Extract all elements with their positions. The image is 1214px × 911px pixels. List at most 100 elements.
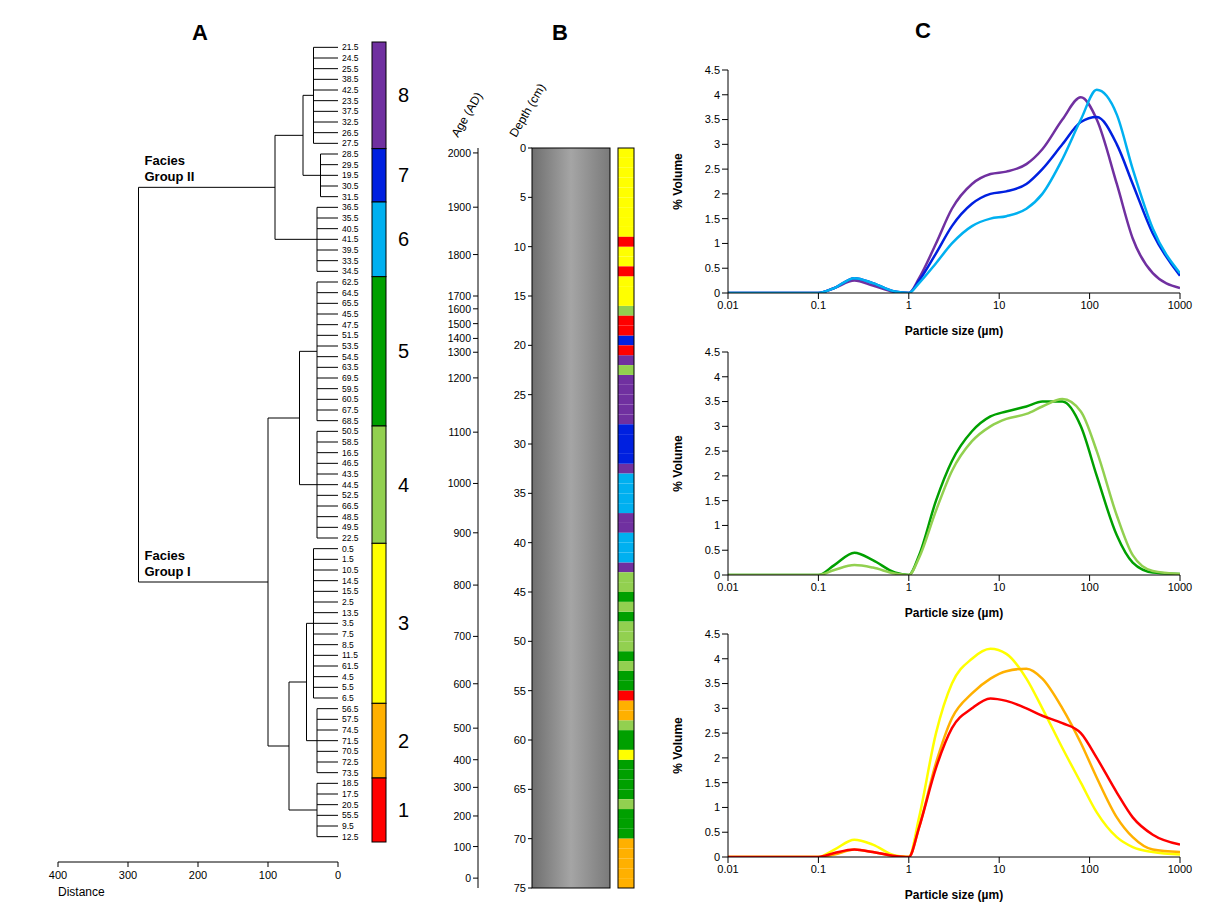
svg-text:1000: 1000 (1168, 299, 1192, 311)
svg-text:55.5: 55.5 (342, 810, 359, 820)
svg-text:50: 50 (514, 635, 526, 647)
svg-text:0.1: 0.1 (811, 863, 826, 875)
svg-text:10.5: 10.5 (342, 565, 359, 575)
svg-text:10: 10 (993, 863, 1005, 875)
svg-text:15.5: 15.5 (342, 586, 359, 596)
svg-text:3: 3 (398, 612, 409, 634)
svg-text:100: 100 (259, 869, 277, 881)
svg-text:35.5: 35.5 (342, 213, 359, 223)
svg-text:54.5: 54.5 (342, 352, 359, 362)
svg-text:0.5: 0.5 (705, 544, 720, 556)
svg-text:Facies: Facies (145, 153, 185, 168)
svg-text:4: 4 (714, 653, 720, 665)
svg-text:63.5: 63.5 (342, 362, 359, 372)
svg-text:2.5: 2.5 (705, 163, 720, 175)
svg-text:2: 2 (714, 188, 720, 200)
svg-text:3.5: 3.5 (705, 677, 720, 689)
svg-text:1: 1 (398, 799, 409, 821)
svg-text:2: 2 (398, 730, 409, 752)
svg-text:0: 0 (335, 869, 341, 881)
svg-text:55: 55 (514, 685, 526, 697)
svg-text:15: 15 (514, 290, 526, 302)
svg-text:26.5: 26.5 (342, 128, 359, 138)
svg-text:52.5: 52.5 (342, 490, 359, 500)
svg-text:100: 100 (453, 841, 471, 853)
svg-text:10: 10 (514, 241, 526, 253)
svg-text:27.5: 27.5 (342, 138, 359, 148)
svg-text:3.5: 3.5 (342, 618, 354, 628)
svg-text:42.5: 42.5 (342, 85, 359, 95)
svg-text:22.5: 22.5 (342, 533, 359, 543)
svg-text:1000: 1000 (1168, 863, 1192, 875)
svg-text:300: 300 (119, 869, 137, 881)
svg-text:100: 100 (1080, 299, 1098, 311)
svg-text:Particle size (µm): Particle size (µm) (905, 324, 1003, 338)
svg-text:21.5: 21.5 (342, 42, 359, 52)
svg-text:1600: 1600 (448, 303, 472, 315)
svg-text:36.5: 36.5 (342, 202, 359, 212)
svg-text:1000: 1000 (1168, 581, 1192, 593)
svg-text:3.5: 3.5 (705, 395, 720, 407)
svg-text:4.5: 4.5 (705, 346, 720, 358)
svg-text:% Volume: % Volume (671, 153, 685, 210)
svg-text:800: 800 (453, 579, 471, 591)
svg-text:20.5: 20.5 (342, 800, 359, 810)
svg-text:4: 4 (714, 371, 720, 383)
svg-text:1300: 1300 (448, 346, 472, 358)
svg-text:2.5: 2.5 (705, 445, 720, 457)
svg-text:1.5: 1.5 (705, 213, 720, 225)
svg-text:25.5: 25.5 (342, 64, 359, 74)
svg-text:7: 7 (398, 164, 409, 186)
svg-text:11.5: 11.5 (342, 650, 358, 660)
svg-text:1800: 1800 (448, 249, 472, 261)
svg-text:0.5: 0.5 (705, 262, 720, 274)
svg-text:200: 200 (453, 810, 471, 822)
svg-text:60.5: 60.5 (342, 394, 359, 404)
svg-text:57.5: 57.5 (342, 714, 359, 724)
svg-text:3.5: 3.5 (705, 113, 720, 125)
svg-text:1: 1 (906, 863, 912, 875)
svg-text:61.5: 61.5 (342, 661, 359, 671)
svg-text:1100: 1100 (448, 426, 471, 438)
svg-text:4: 4 (398, 474, 409, 496)
svg-text:31.5: 31.5 (342, 192, 359, 202)
svg-text:20: 20 (514, 339, 526, 351)
svg-text:32.5: 32.5 (342, 117, 359, 127)
svg-text:13.5: 13.5 (342, 608, 359, 618)
svg-text:43.5: 43.5 (342, 469, 359, 479)
svg-text:75: 75 (514, 882, 526, 894)
svg-text:40.5: 40.5 (342, 224, 359, 234)
svg-text:8.5: 8.5 (342, 640, 354, 650)
svg-text:37.5: 37.5 (342, 106, 359, 116)
svg-text:5: 5 (520, 191, 526, 203)
svg-text:0.01: 0.01 (717, 863, 738, 875)
svg-text:45.5: 45.5 (342, 309, 359, 319)
svg-text:1.5: 1.5 (705, 777, 720, 789)
svg-text:2.5: 2.5 (705, 727, 720, 739)
svg-text:Particle size (µm): Particle size (µm) (905, 888, 1003, 902)
svg-text:67.5: 67.5 (342, 405, 359, 415)
svg-text:25: 25 (514, 389, 526, 401)
svg-text:47.5: 47.5 (342, 320, 359, 330)
svg-text:53.5: 53.5 (342, 341, 359, 351)
svg-text:2000: 2000 (448, 147, 472, 159)
svg-text:8: 8 (398, 84, 409, 106)
svg-text:2.5: 2.5 (342, 597, 354, 607)
svg-text:59.5: 59.5 (342, 384, 359, 394)
svg-text:23.5: 23.5 (342, 96, 359, 106)
svg-text:34.5: 34.5 (342, 266, 359, 276)
svg-text:56.5: 56.5 (342, 704, 359, 714)
svg-text:4.5: 4.5 (705, 628, 720, 640)
svg-text:1.5: 1.5 (342, 554, 354, 564)
svg-text:700: 700 (453, 630, 471, 642)
svg-text:0.1: 0.1 (811, 581, 826, 593)
svg-text:9.5: 9.5 (342, 821, 354, 831)
svg-text:1.5: 1.5 (705, 495, 720, 507)
svg-text:74.5: 74.5 (342, 725, 359, 735)
svg-text:14.5: 14.5 (342, 576, 359, 586)
svg-text:900: 900 (453, 527, 471, 539)
svg-text:40: 40 (514, 537, 526, 549)
svg-text:Particle size (µm): Particle size (µm) (905, 606, 1003, 620)
svg-text:0: 0 (465, 872, 471, 884)
svg-text:1700: 1700 (448, 290, 472, 302)
